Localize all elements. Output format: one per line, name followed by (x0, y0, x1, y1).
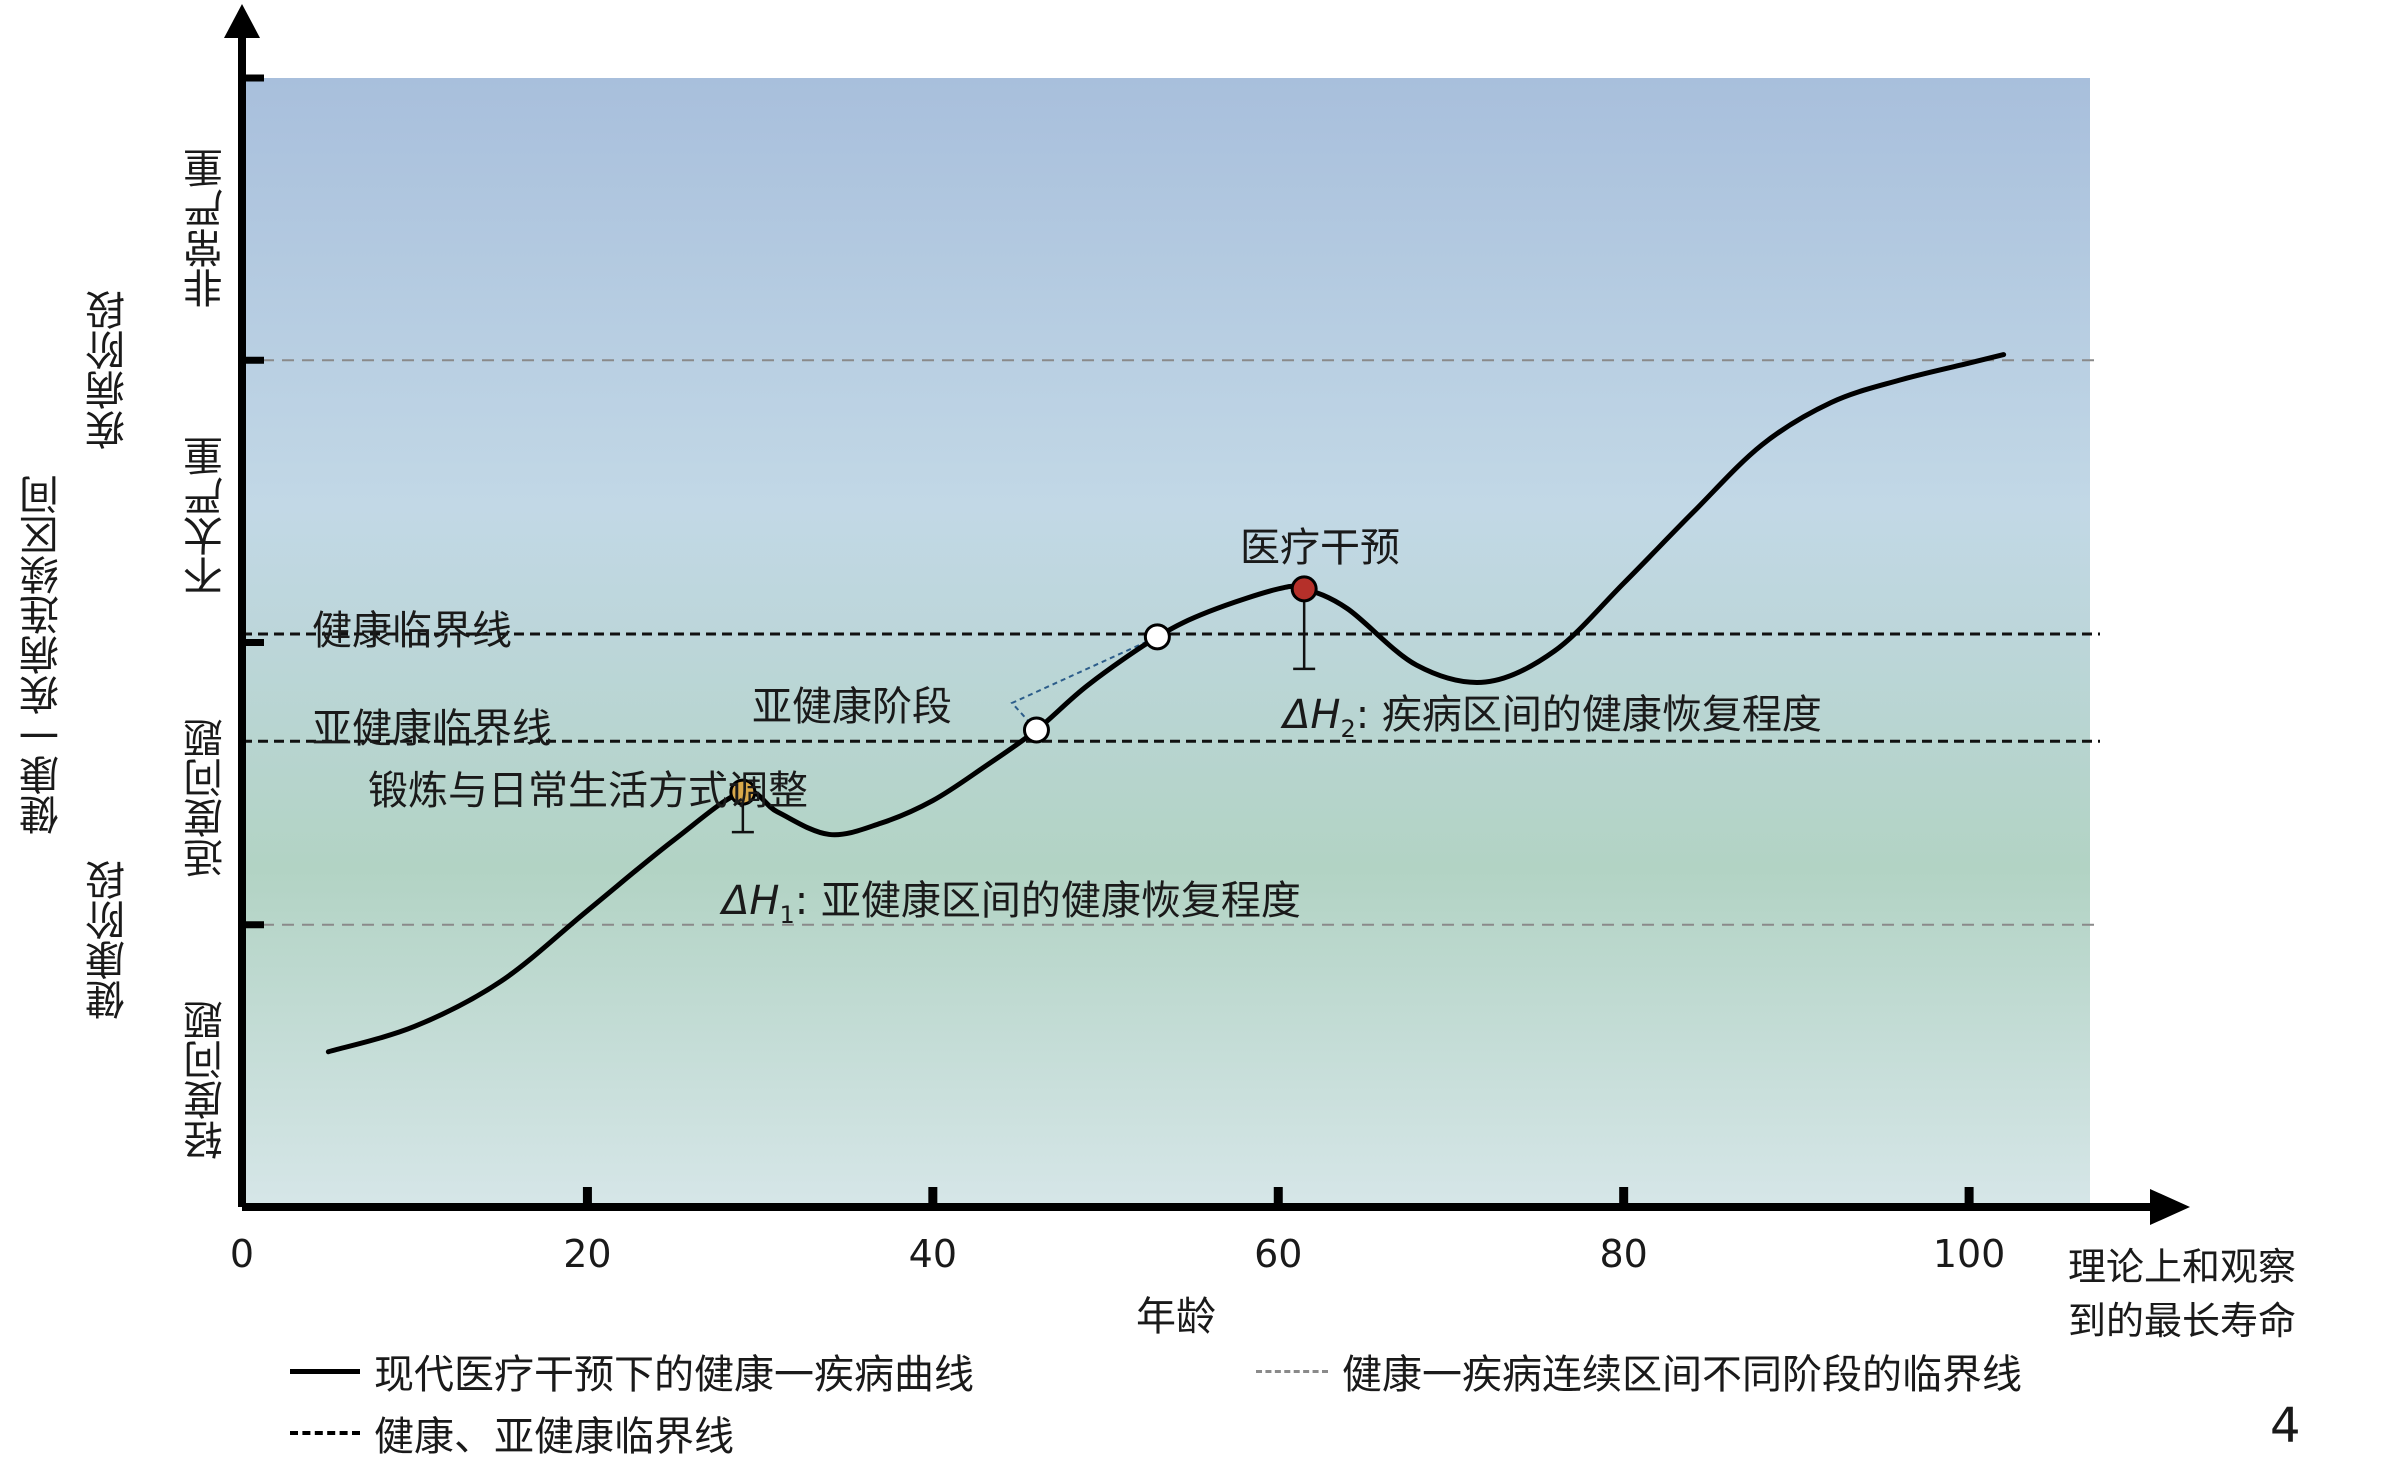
legend-label-curve: 现代医疗干预下的健康一疾病曲线 (374, 1352, 974, 1398)
x-tick-label-20: 20 (563, 1232, 611, 1276)
x-end-label-line1: 理论上和观察 (2068, 1245, 2297, 1289)
delta-h1-label: ΔH1: 亚健康区间的健康恢复程度 (722, 868, 1301, 929)
marker-1 (1022, 716, 1050, 744)
intervention-label: 医疗干预 (1240, 525, 1400, 571)
x-tick-label-40: 40 (909, 1232, 957, 1276)
legend-swatch-solid (290, 1368, 360, 1374)
health-threshold-label: 健康临界线 (312, 608, 512, 654)
y-axis-arrow (224, 4, 260, 38)
marker-3 (1290, 575, 1318, 603)
x-tick-label-80: 80 (1600, 1232, 1648, 1276)
legend-item-stage-lines: 健康一疾病连续区间不同阶段的临界线 (1256, 1342, 2022, 1400)
x-tick-label-100: 100 (1933, 1232, 2006, 1276)
stage-label-not-severe: 不太严重 (184, 436, 230, 596)
stage-label-very-severe: 非常严重 (184, 148, 230, 308)
legend-swatch-dashed (290, 1431, 360, 1435)
legend-item-curve: 现代医疗干预下的健康一疾病曲线 (290, 1342, 974, 1400)
x-axis-title: 年龄 (1136, 1294, 1216, 1340)
legend-label-stage-lines: 健康一疾病连续区间不同阶段的临界线 (1342, 1352, 2022, 1398)
phase-label-disease: 疾病阶段 (86, 290, 132, 450)
stage-label-moderate: 适度问题 (184, 718, 230, 878)
figure-number: 4 (2270, 1398, 2301, 1454)
y-axis-title: 健康一疾病连续区间 (20, 475, 66, 835)
delta-h2-label: ΔH2: 疾病区间的健康恢复程度 (1283, 682, 1822, 743)
x-end-label-line2: 到的最长寿命 (2068, 1299, 2297, 1343)
delta-h1-symbol: ΔH (722, 878, 780, 924)
subhealth-stage-label: 亚健康阶段 (752, 684, 952, 730)
marker-2 (1143, 623, 1171, 651)
phase-label-health: 健康阶段 (86, 860, 132, 1020)
x-tick-label-60: 60 (1254, 1232, 1302, 1276)
delta-h1-text: : 亚健康区间的健康恢复程度 (794, 878, 1301, 924)
delta-h2-symbol: ΔH (1283, 692, 1341, 738)
delta-h2-text: : 疾病区间的健康恢复程度 (1355, 692, 1822, 738)
lifestyle-label: 锻炼与日常生活方式调整 (368, 768, 808, 814)
legend-label-threshold: 健康、亚健康临界线 (374, 1414, 734, 1460)
x-axis-arrow (2150, 1189, 2190, 1225)
delta-h2-subscript: 2 (1340, 715, 1356, 743)
x-tick-label-0: 0 (230, 1232, 254, 1276)
subhealth-threshold-label: 亚健康临界线 (312, 706, 552, 752)
delta-h1-subscript: 1 (779, 901, 795, 929)
health-disease-curve (325, 352, 2007, 1055)
marker-0 (729, 778, 757, 806)
stage-label-mild: 轻度问题 (184, 1000, 230, 1160)
legend-item-threshold: 健康、亚健康临界线 (290, 1404, 734, 1462)
legend-swatch-gray-dashed (1256, 1369, 1328, 1373)
